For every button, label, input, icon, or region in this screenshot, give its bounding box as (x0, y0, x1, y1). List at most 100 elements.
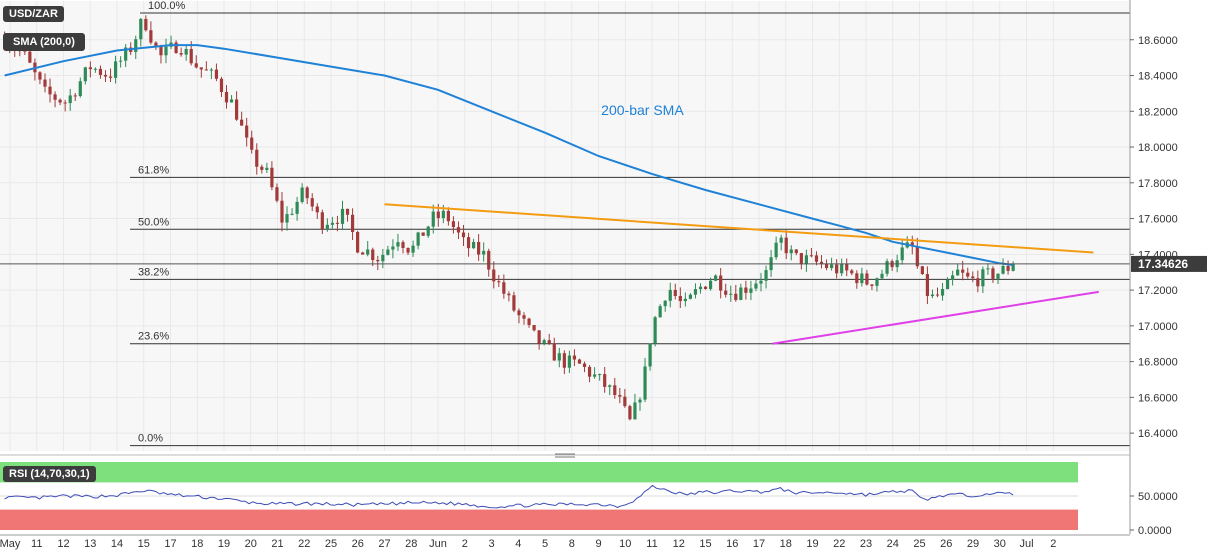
candle-body[interactable] (885, 261, 889, 274)
candle-body[interactable] (149, 30, 153, 43)
candle-body[interactable] (371, 249, 375, 261)
candle-body[interactable] (577, 359, 582, 364)
candle-body[interactable] (779, 237, 783, 243)
candle-body[interactable] (789, 249, 793, 254)
candle-body[interactable] (315, 206, 319, 213)
candle-body[interactable] (446, 210, 450, 222)
candle-body[interactable] (840, 263, 844, 274)
support-trend-line[interactable] (772, 290, 1099, 345)
candle-body[interactable] (391, 246, 395, 250)
candle-body[interactable] (73, 95, 77, 97)
candle-body[interactable] (83, 67, 87, 82)
candle-body[interactable] (270, 167, 274, 188)
candle-body[interactable] (295, 201, 299, 214)
candle-body[interactable] (330, 222, 335, 225)
candle-body[interactable] (93, 68, 98, 70)
candle-body[interactable] (255, 149, 259, 167)
candle-body[interactable] (729, 293, 733, 295)
candle-body[interactable] (58, 99, 62, 103)
candle-body[interactable] (719, 275, 723, 291)
candle-body[interactable] (229, 99, 234, 103)
candle-body[interactable] (411, 245, 415, 253)
candle-body[interactable] (381, 254, 385, 262)
candle-body[interactable] (860, 273, 864, 284)
candle-body[interactable] (1006, 265, 1010, 271)
candle-body[interactable] (335, 222, 340, 224)
candle-body[interactable] (88, 67, 92, 70)
candle-body[interactable] (103, 74, 108, 77)
candle-body[interactable] (426, 226, 430, 236)
candle-body[interactable] (396, 242, 400, 247)
candle-body[interactable] (497, 281, 501, 283)
candle-body[interactable] (971, 276, 975, 279)
candle-body[interactable] (63, 102, 67, 104)
candle-body[interactable] (976, 278, 980, 287)
candle-body[interactable] (991, 268, 995, 279)
candle-body[interactable] (880, 273, 884, 279)
candle-body[interactable] (144, 18, 148, 31)
candle-body[interactable] (53, 94, 57, 100)
candle-body[interactable] (759, 280, 763, 284)
candle-body[interactable] (199, 67, 203, 70)
candle-body[interactable] (250, 137, 254, 150)
candle-body[interactable] (613, 385, 617, 396)
candle-body[interactable] (68, 95, 72, 104)
candle-body[interactable] (966, 272, 970, 277)
candle-body[interactable] (875, 278, 879, 286)
candle-body[interactable] (945, 279, 950, 290)
candle-body[interactable] (572, 355, 577, 360)
candle-body[interactable] (134, 39, 138, 52)
candle-body[interactable] (734, 293, 738, 300)
candle-body[interactable] (532, 325, 536, 331)
candle-body[interactable] (98, 68, 103, 75)
candle-body[interactable] (502, 282, 506, 294)
candle-body[interactable] (764, 270, 768, 281)
candle-body[interactable] (113, 61, 118, 78)
candle-body[interactable] (461, 232, 466, 238)
candle-body[interactable] (38, 72, 42, 80)
candle-body[interactable] (648, 343, 652, 367)
candle-body[interactable] (603, 374, 607, 387)
candle-body[interactable] (663, 300, 667, 307)
candle-body[interactable] (305, 187, 309, 199)
candle-body[interactable] (986, 268, 990, 270)
candle-body[interactable] (678, 296, 682, 302)
candle-body[interactable] (174, 42, 178, 54)
candle-body[interactable] (915, 246, 919, 267)
candle-body[interactable] (290, 213, 294, 215)
candle-body[interactable] (527, 318, 531, 326)
candle-body[interactable] (618, 395, 622, 397)
rsi-indicator-label[interactable]: RSI (14,70,30,1) (3, 466, 96, 482)
candle-body[interactable] (557, 353, 561, 361)
candle-body[interactable] (154, 42, 158, 47)
candle-body[interactable] (582, 363, 587, 367)
candle-body[interactable] (164, 46, 168, 56)
candle-body[interactable] (845, 263, 849, 271)
candle-body[interactable] (784, 237, 788, 254)
candle-body[interactable] (714, 275, 718, 281)
candle-body[interactable] (240, 119, 244, 126)
candle-body[interactable] (850, 270, 854, 274)
candle-body[interactable] (688, 294, 693, 299)
candle-body[interactable] (108, 76, 113, 78)
candle-body[interactable] (456, 227, 461, 233)
candle-body[interactable] (376, 260, 380, 262)
candle-body[interactable] (124, 47, 128, 61)
candle-body[interactable] (159, 46, 163, 56)
candle-body[interactable] (653, 317, 657, 344)
candle-body[interactable] (940, 289, 945, 296)
candle-body[interactable] (819, 261, 824, 264)
candle-body[interactable] (749, 288, 753, 293)
candle-body[interactable] (643, 366, 647, 400)
candle-body[interactable] (224, 91, 229, 103)
sma-indicator-label[interactable]: SMA (200,0) (3, 33, 85, 51)
candle-body[interactable] (668, 289, 672, 301)
candle-body[interactable] (552, 343, 556, 361)
candle-body[interactable] (43, 79, 47, 87)
candle-body[interactable] (693, 289, 698, 295)
candle-body[interactable] (350, 214, 355, 232)
candle-body[interactable] (356, 231, 360, 253)
candle-body[interactable] (961, 269, 965, 273)
candle-body[interactable] (179, 53, 183, 55)
